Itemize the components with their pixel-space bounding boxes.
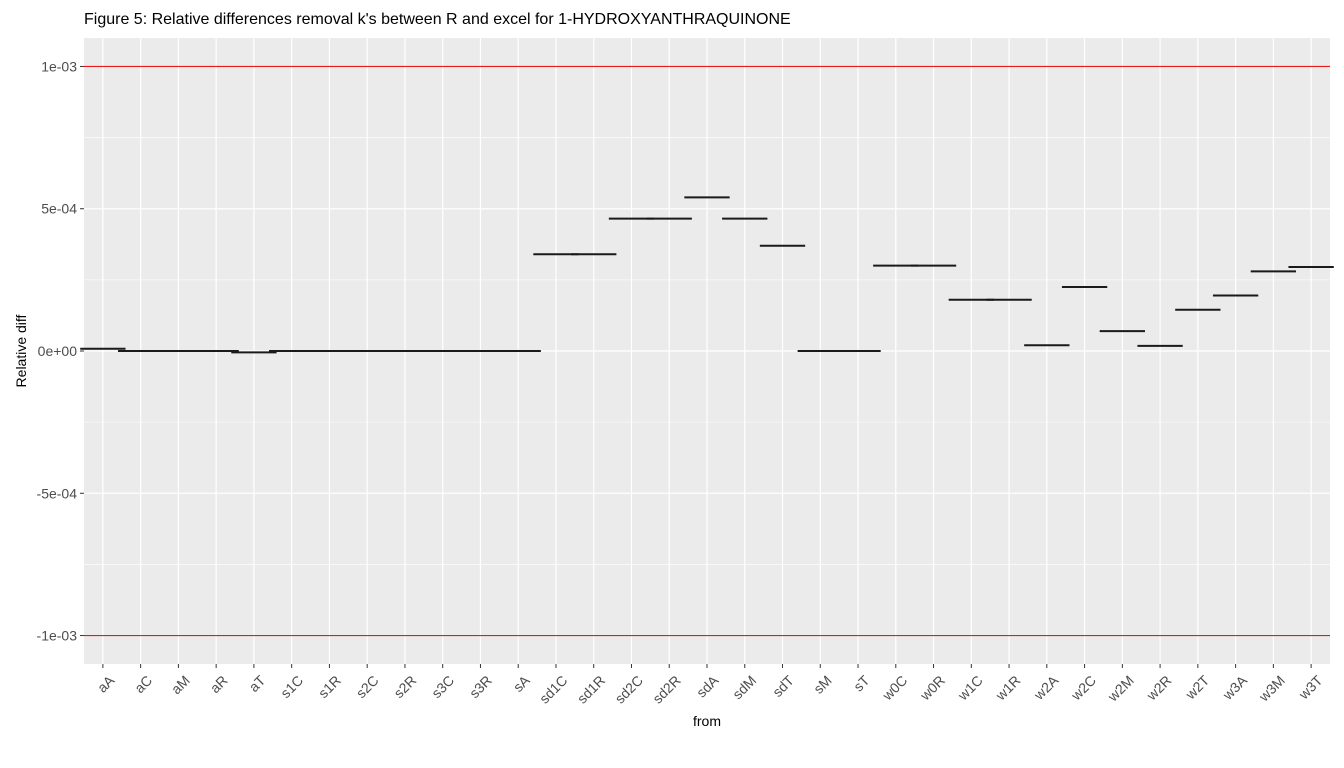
x-tick-label: s3C: [428, 672, 457, 701]
x-tick-label: s3R: [466, 672, 495, 701]
x-tick-label: w2C: [1067, 672, 1099, 704]
x-tick-label: sd1C: [536, 672, 570, 706]
x-tick-label: aR: [207, 672, 231, 696]
x-tick-label: w1R: [992, 672, 1024, 704]
x-tick-label: s2C: [353, 672, 382, 701]
data-marks: [80, 196, 1334, 354]
y-tick-label: 0e+00: [38, 343, 78, 359]
y-axis: 1e-03 5e-04 0e+00 -5e-04 -1e-03: [37, 58, 84, 644]
chart-title: Figure 5: Relative differences removal k…: [84, 11, 791, 28]
x-tick-label: aC: [131, 672, 155, 696]
x-tick-label: s1R: [315, 672, 344, 701]
x-tick-label: w0R: [916, 672, 948, 704]
x-tick-label: w3M: [1255, 672, 1288, 705]
x-tick-label: sdM: [729, 672, 759, 702]
x-tick-label: sM: [810, 672, 835, 697]
x-tick-label: sdA: [693, 672, 722, 701]
x-tick-label: w2R: [1143, 672, 1175, 704]
x-tick-label: w2M: [1104, 672, 1137, 705]
y-tick-label: 1e-03: [41, 58, 77, 74]
x-tick-label: w2T: [1182, 672, 1213, 703]
x-tick-label: aM: [168, 672, 193, 697]
x-tick-label: sd1R: [574, 672, 608, 706]
x-tick-label: w0C: [878, 672, 910, 704]
y-axis-title: Relative diff: [13, 314, 29, 387]
x-tick-label: s1C: [277, 672, 306, 701]
x-axis: aA aC aM aR aT s1C s1R s2C s2R s3C s3R sA sd1C sd1R sd…: [94, 664, 1326, 707]
y-tick-label: 5e-04: [41, 201, 77, 217]
x-tick-label: w1C: [954, 672, 986, 704]
x-tick-label: aT: [246, 672, 269, 695]
y-tick-label: -5e-04: [37, 485, 78, 501]
reference-lines: [84, 65, 1330, 637]
x-tick-label: sd2R: [649, 672, 683, 706]
x-tick-label: w2A: [1030, 672, 1062, 704]
x-axis-title: from: [693, 713, 721, 729]
x-tick-label: aA: [94, 672, 118, 696]
x-tick-label: w3T: [1295, 672, 1326, 703]
x-tick-label: sA: [510, 672, 533, 695]
x-tick-label: s2R: [390, 672, 419, 701]
y-tick-label: -1e-03: [37, 628, 78, 644]
x-tick-label: sd2C: [612, 672, 646, 706]
x-tick-label: sT: [850, 672, 873, 695]
x-tick-label: w3A: [1219, 672, 1251, 704]
x-tick-label: sdT: [769, 672, 797, 700]
